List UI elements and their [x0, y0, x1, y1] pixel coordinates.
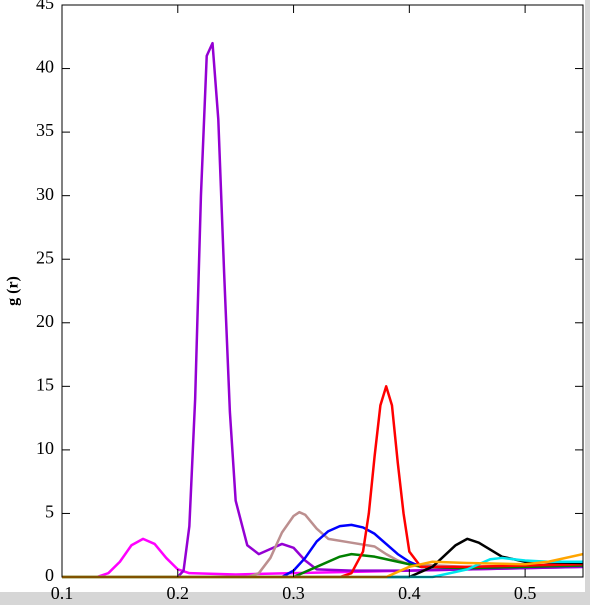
x-tick-label: 0.2 — [167, 583, 190, 603]
data-line — [62, 552, 583, 579]
y-axis-label: g (r) — [5, 276, 22, 306]
plot-area — [62, 41, 583, 579]
x-tick-label: 0.3 — [282, 583, 305, 603]
y-tick-label: 40 — [36, 57, 54, 77]
x-tick-label: 0.4 — [398, 583, 421, 603]
y-tick-label: 15 — [36, 374, 54, 394]
y-tick-label: 25 — [36, 247, 54, 267]
y-tick-label: 10 — [36, 438, 54, 458]
y-tick-label: 5 — [45, 502, 54, 522]
data-line — [62, 41, 583, 579]
data-line — [62, 552, 583, 579]
y-tick-label: 20 — [36, 311, 54, 331]
data-line — [62, 385, 583, 579]
y-tick-label: 30 — [36, 184, 54, 204]
y-tick-label: 0 — [45, 565, 54, 585]
y-tick-label: 35 — [36, 120, 54, 140]
x-tick-label: 0.5 — [514, 583, 537, 603]
plot-frame — [61, 4, 584, 578]
background — [0, 0, 585, 592]
y-tick-label: 45 — [36, 0, 54, 13]
x-tick-label: 0.1 — [51, 583, 74, 603]
